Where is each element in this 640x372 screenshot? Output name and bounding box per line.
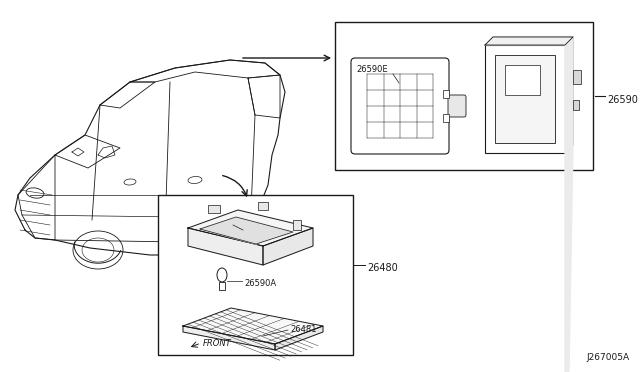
Polygon shape bbox=[200, 217, 293, 244]
FancyBboxPatch shape bbox=[351, 58, 449, 154]
Bar bbox=[293, 220, 301, 230]
Text: 26481: 26481 bbox=[290, 326, 317, 334]
Bar bbox=[158, 195, 353, 355]
Bar bbox=[443, 114, 449, 122]
Polygon shape bbox=[263, 228, 313, 265]
Polygon shape bbox=[565, 37, 573, 372]
Polygon shape bbox=[188, 210, 313, 246]
Bar bbox=[208, 205, 220, 213]
Polygon shape bbox=[183, 326, 275, 350]
Text: FRONT: FRONT bbox=[203, 339, 232, 347]
Text: 26590A: 26590A bbox=[244, 279, 276, 289]
Bar bbox=[485, 45, 565, 153]
Text: J267005A: J267005A bbox=[587, 353, 630, 362]
Polygon shape bbox=[275, 326, 323, 350]
Bar bbox=[219, 282, 225, 290]
Bar bbox=[443, 90, 449, 98]
Bar bbox=[573, 100, 579, 110]
Polygon shape bbox=[188, 228, 263, 265]
Polygon shape bbox=[485, 37, 573, 45]
FancyBboxPatch shape bbox=[448, 95, 466, 117]
Bar bbox=[573, 70, 581, 84]
Text: 26480: 26480 bbox=[367, 263, 397, 273]
Polygon shape bbox=[183, 308, 323, 344]
Text: 26590E: 26590E bbox=[356, 65, 388, 74]
Bar bbox=[258, 202, 268, 210]
Bar bbox=[505, 65, 540, 95]
Bar bbox=[495, 55, 555, 143]
Bar bbox=[335, 22, 593, 170]
Text: 26590: 26590 bbox=[607, 95, 638, 105]
